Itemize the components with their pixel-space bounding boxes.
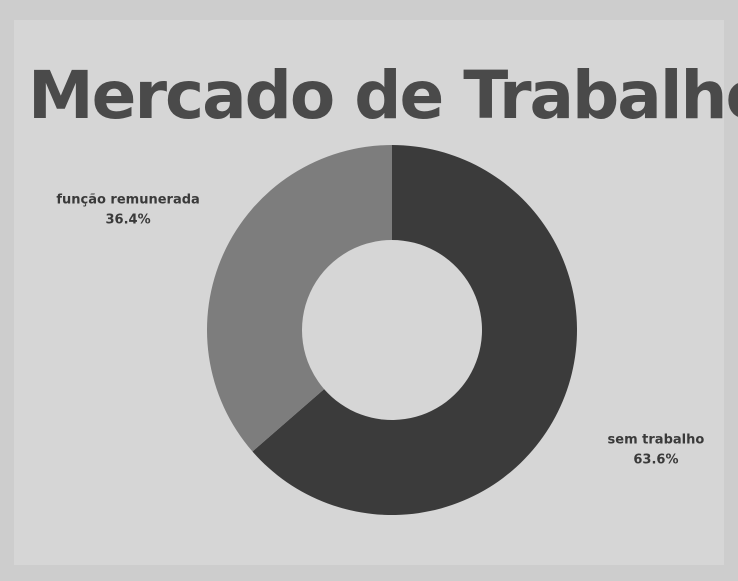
slice-label: sem trabalho (608, 433, 705, 448)
donut: sem trabalho 63.6% função remunerada 36.4% (56, 145, 704, 515)
value-label: 63.6% (633, 453, 678, 468)
slice (207, 145, 392, 452)
value-label: 36.4% (106, 212, 151, 227)
chart-title: Mercado de Trabalho (28, 57, 738, 134)
slice (252, 145, 577, 515)
slice-label: função remunerada (56, 192, 199, 207)
